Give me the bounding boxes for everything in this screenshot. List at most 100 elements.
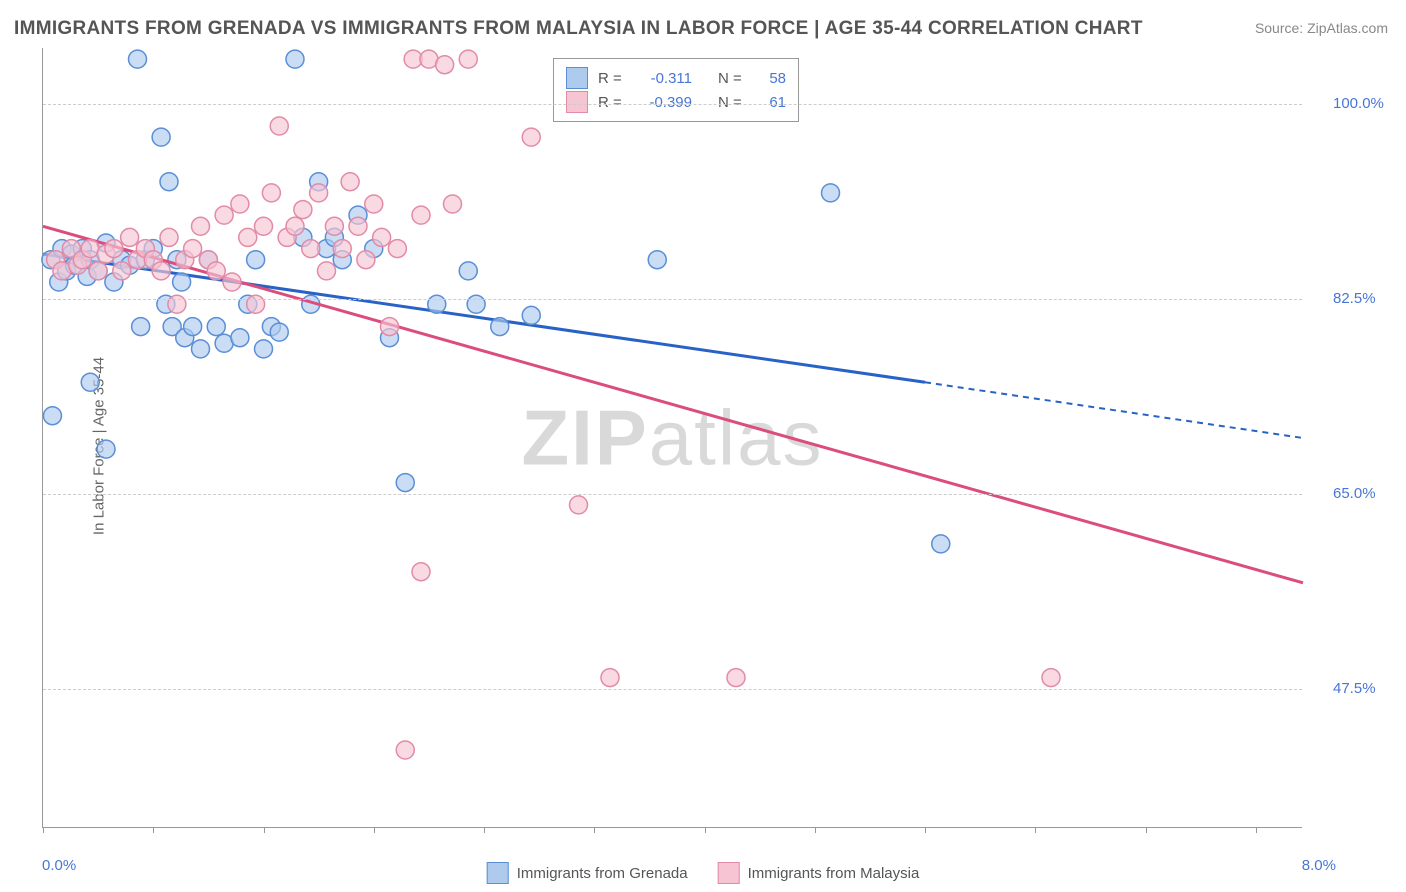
x-tick <box>705 827 706 833</box>
x-tick <box>1256 827 1257 833</box>
gridline <box>43 104 1302 105</box>
legend-r-label: R = <box>598 94 626 111</box>
legend-swatch <box>718 862 740 884</box>
data-point <box>160 228 178 246</box>
data-point <box>192 217 210 235</box>
data-point <box>184 318 202 336</box>
data-point <box>81 373 99 391</box>
correlation-legend: R =-0.311N =58R =-0.399N =61 <box>553 58 799 122</box>
legend-n-value: 58 <box>756 70 786 87</box>
legend-r-label: R = <box>598 70 626 87</box>
data-point <box>160 173 178 191</box>
data-point <box>270 323 288 341</box>
data-point <box>396 474 414 492</box>
x-tick <box>374 827 375 833</box>
x-tick <box>815 827 816 833</box>
data-point <box>357 251 375 269</box>
data-point <box>152 262 170 280</box>
data-point <box>294 201 312 219</box>
x-tick <box>153 827 154 833</box>
data-point <box>132 318 150 336</box>
x-tick <box>925 827 926 833</box>
y-tick-label: 47.5% <box>1333 680 1376 697</box>
data-point <box>522 306 540 324</box>
y-tick-label: 82.5% <box>1333 290 1376 307</box>
data-point <box>310 184 328 202</box>
data-point <box>207 262 225 280</box>
data-point <box>223 273 241 291</box>
data-point <box>286 50 304 68</box>
data-point <box>570 496 588 514</box>
legend-n-label: N = <box>718 70 746 87</box>
data-point <box>436 56 454 74</box>
gridline <box>43 689 1302 690</box>
data-point <box>349 217 367 235</box>
data-point <box>396 741 414 759</box>
series-legend-item: Immigrants from Malaysia <box>718 862 920 884</box>
data-point <box>459 262 477 280</box>
legend-row: R =-0.399N =61 <box>566 91 786 113</box>
legend-swatch <box>487 862 509 884</box>
x-tick <box>594 827 595 833</box>
data-point <box>601 669 619 687</box>
gridline <box>43 494 1302 495</box>
data-point <box>121 228 139 246</box>
plot-area: ZIPatlas R =-0.311N =58R =-0.399N =61 47… <box>42 48 1302 828</box>
series-legend: Immigrants from Grenada Immigrants from M… <box>487 862 920 884</box>
data-point <box>105 240 123 258</box>
x-tick-label-start: 0.0% <box>42 857 76 874</box>
series-legend-label: Immigrants from Grenada <box>517 865 688 882</box>
legend-r-value: -0.311 <box>636 70 692 87</box>
data-point <box>231 329 249 347</box>
y-tick-label: 65.0% <box>1333 485 1376 502</box>
data-point <box>152 128 170 146</box>
series-legend-item: Immigrants from Grenada <box>487 862 688 884</box>
data-point <box>341 173 359 191</box>
data-point <box>286 217 304 235</box>
data-point <box>231 195 249 213</box>
x-tick <box>484 827 485 833</box>
legend-r-value: -0.399 <box>636 94 692 111</box>
data-point <box>333 240 351 258</box>
x-tick <box>264 827 265 833</box>
data-point <box>727 669 745 687</box>
data-point <box>648 251 666 269</box>
data-point <box>184 240 202 258</box>
legend-row: R = -0.311 N = 58 <box>566 67 786 89</box>
legend-swatch <box>566 91 588 113</box>
plot-svg <box>43 48 1302 827</box>
data-point <box>388 240 406 258</box>
data-point <box>318 262 336 280</box>
data-point <box>43 407 61 425</box>
y-tick-label: 100.0% <box>1333 95 1384 112</box>
data-point <box>822 184 840 202</box>
data-point <box>173 273 191 291</box>
source-attribution: Source: ZipAtlas.com <box>1255 20 1388 36</box>
data-point <box>129 50 147 68</box>
data-point <box>444 195 462 213</box>
data-point <box>192 340 210 358</box>
data-point <box>97 440 115 458</box>
data-point <box>255 217 273 235</box>
data-point <box>113 262 131 280</box>
x-tick <box>1146 827 1147 833</box>
correlation-chart: IMMIGRANTS FROM GRENADA VS IMMIGRANTS FR… <box>0 0 1406 892</box>
data-point <box>1042 669 1060 687</box>
data-point <box>381 318 399 336</box>
data-point <box>373 228 391 246</box>
data-point <box>522 128 540 146</box>
data-point <box>89 262 107 280</box>
data-point <box>412 563 430 581</box>
data-point <box>262 184 280 202</box>
data-point <box>491 318 509 336</box>
data-point <box>255 340 273 358</box>
data-point <box>239 228 257 246</box>
gridline <box>43 299 1302 300</box>
legend-swatch <box>566 67 588 89</box>
data-point <box>459 50 477 68</box>
series-legend-label: Immigrants from Malaysia <box>748 865 920 882</box>
data-point <box>207 318 225 336</box>
legend-n-label: N = <box>718 94 746 111</box>
data-point <box>325 217 343 235</box>
data-point <box>365 195 383 213</box>
